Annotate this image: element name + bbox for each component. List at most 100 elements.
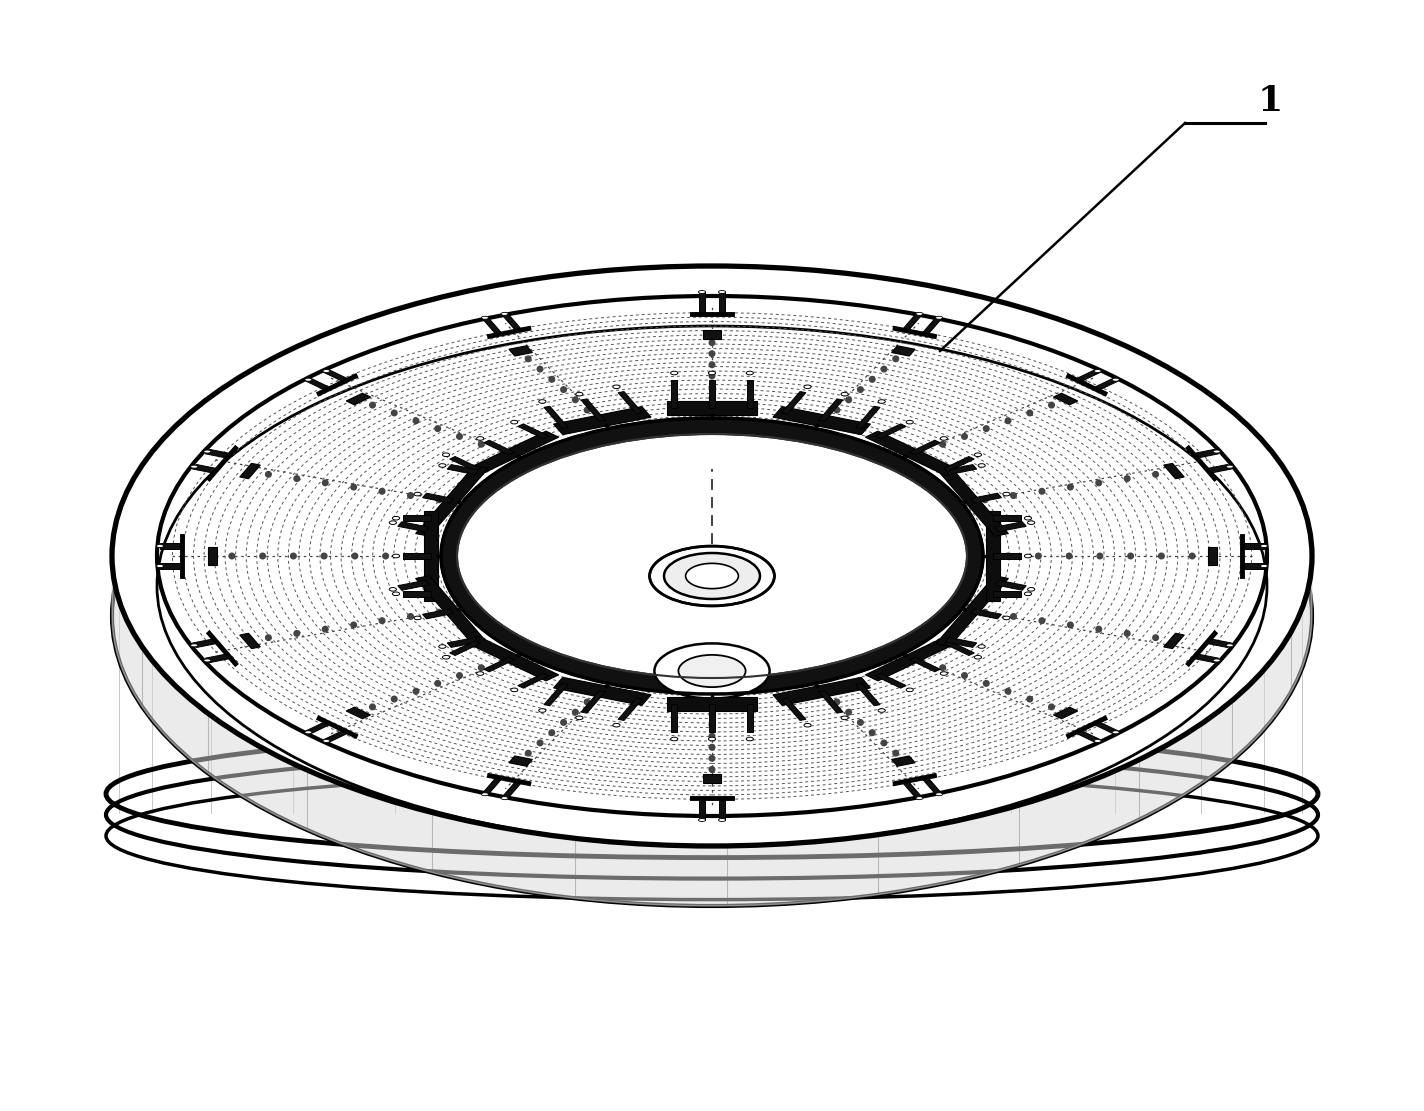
Polygon shape (709, 704, 715, 732)
Polygon shape (239, 633, 261, 649)
Circle shape (709, 418, 715, 423)
Circle shape (709, 340, 715, 346)
Text: 1: 1 (1257, 84, 1283, 118)
Circle shape (1096, 553, 1102, 559)
Ellipse shape (389, 521, 396, 524)
Polygon shape (403, 591, 431, 597)
Circle shape (1005, 689, 1011, 694)
Ellipse shape (936, 317, 943, 319)
Ellipse shape (393, 592, 400, 595)
Circle shape (379, 489, 384, 494)
Polygon shape (946, 464, 977, 474)
Polygon shape (719, 292, 725, 314)
Circle shape (1068, 484, 1074, 490)
Ellipse shape (1024, 554, 1031, 558)
Polygon shape (1054, 393, 1078, 404)
Circle shape (379, 618, 384, 623)
Ellipse shape (974, 655, 981, 659)
Circle shape (584, 699, 590, 704)
Polygon shape (424, 511, 439, 601)
Circle shape (229, 553, 235, 559)
Ellipse shape (746, 738, 753, 741)
Ellipse shape (906, 688, 913, 692)
Ellipse shape (477, 437, 484, 440)
Circle shape (572, 397, 578, 402)
Ellipse shape (1213, 450, 1220, 453)
Polygon shape (773, 678, 870, 705)
Ellipse shape (575, 717, 582, 720)
Ellipse shape (1028, 588, 1035, 591)
Ellipse shape (655, 643, 769, 699)
Polygon shape (447, 638, 478, 648)
Ellipse shape (443, 453, 450, 457)
Circle shape (523, 649, 527, 654)
Circle shape (478, 441, 484, 447)
Ellipse shape (1226, 466, 1233, 468)
Circle shape (709, 384, 715, 390)
Polygon shape (447, 464, 478, 474)
Circle shape (1189, 553, 1195, 559)
Polygon shape (876, 673, 906, 688)
Polygon shape (856, 683, 880, 705)
Ellipse shape (664, 553, 760, 599)
Polygon shape (581, 399, 605, 421)
Polygon shape (993, 516, 1021, 521)
Polygon shape (159, 563, 182, 569)
Ellipse shape (112, 266, 1312, 845)
Circle shape (709, 744, 715, 750)
Polygon shape (464, 635, 558, 681)
Circle shape (1027, 697, 1032, 702)
Ellipse shape (481, 793, 488, 795)
Ellipse shape (1112, 378, 1119, 381)
Polygon shape (306, 379, 330, 390)
Ellipse shape (501, 312, 508, 316)
Circle shape (954, 605, 960, 611)
Circle shape (525, 356, 531, 362)
Polygon shape (1242, 563, 1265, 569)
Circle shape (709, 407, 715, 412)
Ellipse shape (671, 738, 678, 741)
Polygon shape (239, 463, 261, 479)
Circle shape (392, 697, 397, 702)
Circle shape (444, 553, 450, 559)
Circle shape (709, 689, 715, 694)
Circle shape (293, 631, 299, 637)
Polygon shape (618, 698, 642, 721)
Ellipse shape (1213, 659, 1220, 662)
Circle shape (893, 750, 899, 755)
Ellipse shape (439, 463, 446, 468)
Circle shape (1125, 476, 1131, 481)
Circle shape (413, 553, 419, 559)
Ellipse shape (708, 738, 716, 741)
Polygon shape (346, 707, 370, 719)
Circle shape (984, 681, 990, 687)
Circle shape (881, 367, 887, 372)
Circle shape (881, 740, 887, 745)
Polygon shape (866, 635, 960, 681)
Polygon shape (970, 609, 1001, 619)
Circle shape (857, 387, 863, 392)
Polygon shape (192, 464, 218, 473)
Ellipse shape (718, 290, 726, 293)
Ellipse shape (805, 386, 812, 389)
Circle shape (1096, 627, 1102, 632)
Circle shape (810, 679, 816, 684)
Polygon shape (910, 440, 940, 454)
Polygon shape (544, 407, 568, 429)
Ellipse shape (457, 434, 967, 678)
Circle shape (352, 553, 357, 559)
Polygon shape (746, 704, 753, 732)
Polygon shape (501, 781, 523, 799)
Ellipse shape (323, 740, 330, 742)
Polygon shape (205, 654, 231, 663)
Polygon shape (323, 730, 349, 742)
Circle shape (940, 441, 946, 447)
Circle shape (434, 426, 440, 431)
Ellipse shape (501, 797, 508, 800)
Ellipse shape (916, 312, 923, 316)
Polygon shape (719, 798, 725, 820)
Polygon shape (782, 391, 806, 413)
Ellipse shape (1002, 617, 1010, 620)
Circle shape (1011, 493, 1017, 499)
Circle shape (322, 627, 328, 632)
